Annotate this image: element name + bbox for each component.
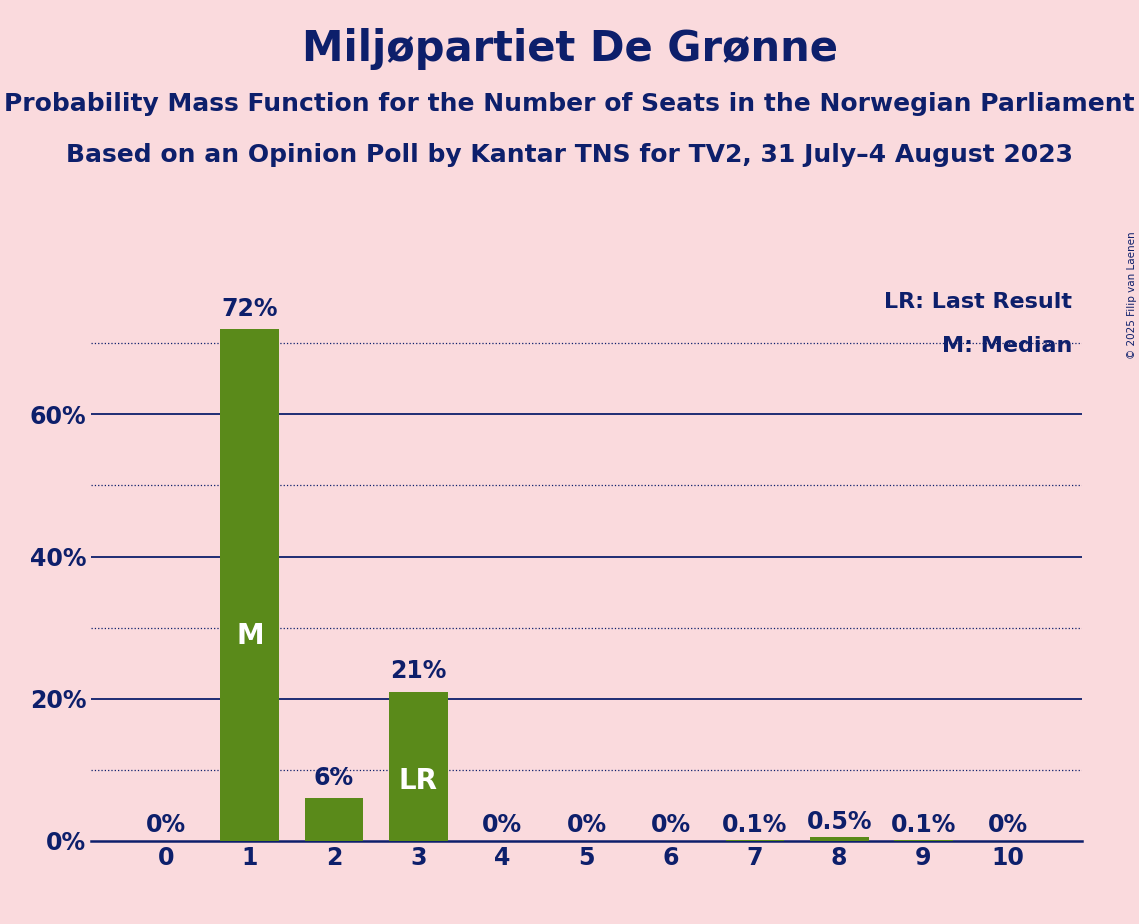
Text: 0.1%: 0.1% <box>891 812 956 836</box>
Text: Probability Mass Function for the Number of Seats in the Norwegian Parliament: Probability Mass Function for the Number… <box>5 92 1134 116</box>
Text: 0%: 0% <box>988 813 1027 837</box>
Text: Based on an Opinion Poll by Kantar TNS for TV2, 31 July–4 August 2023: Based on an Opinion Poll by Kantar TNS f… <box>66 143 1073 167</box>
Text: © 2025 Filip van Laenen: © 2025 Filip van Laenen <box>1126 231 1137 359</box>
Text: 6%: 6% <box>314 766 354 790</box>
Bar <box>810 837 869 841</box>
Text: 72%: 72% <box>222 297 278 321</box>
Text: 0%: 0% <box>566 813 607 837</box>
Text: 0.5%: 0.5% <box>806 809 872 833</box>
Text: 0%: 0% <box>482 813 523 837</box>
Bar <box>388 691 448 841</box>
Text: M: M <box>236 622 263 650</box>
Text: 0%: 0% <box>650 813 691 837</box>
Bar <box>304 798 363 841</box>
Text: Miljøpartiet De Grønne: Miljøpartiet De Grønne <box>302 28 837 69</box>
Text: M: Median: M: Median <box>942 336 1072 357</box>
Text: LR: LR <box>399 767 437 796</box>
Text: 21%: 21% <box>390 659 446 683</box>
Text: 0.1%: 0.1% <box>722 812 788 836</box>
Text: 0%: 0% <box>146 813 186 837</box>
Text: LR: Last Result: LR: Last Result <box>884 292 1072 312</box>
Bar <box>220 329 279 841</box>
